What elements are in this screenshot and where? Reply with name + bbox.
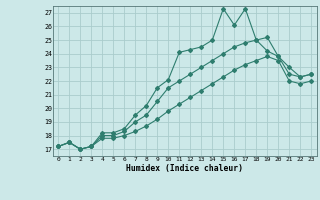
X-axis label: Humidex (Indice chaleur): Humidex (Indice chaleur) bbox=[126, 164, 243, 173]
